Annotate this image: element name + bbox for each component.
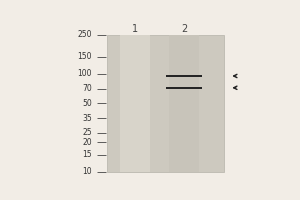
Text: 25: 25 (82, 128, 92, 137)
Text: 150: 150 (78, 52, 92, 61)
Bar (166, 87, 202, 89)
Text: 1: 1 (132, 24, 138, 34)
Text: 20: 20 (82, 138, 92, 147)
Text: 15: 15 (82, 150, 92, 159)
Bar (120, 35, 150, 172)
Text: 250: 250 (78, 30, 92, 39)
Bar (169, 35, 199, 172)
Text: 50: 50 (82, 99, 92, 108)
Bar (107, 35, 224, 172)
Text: 70: 70 (82, 84, 92, 93)
Text: 2: 2 (181, 24, 187, 34)
Text: 35: 35 (82, 114, 92, 123)
Text: 100: 100 (78, 69, 92, 78)
Bar (166, 75, 202, 77)
Text: 10: 10 (82, 167, 92, 176)
